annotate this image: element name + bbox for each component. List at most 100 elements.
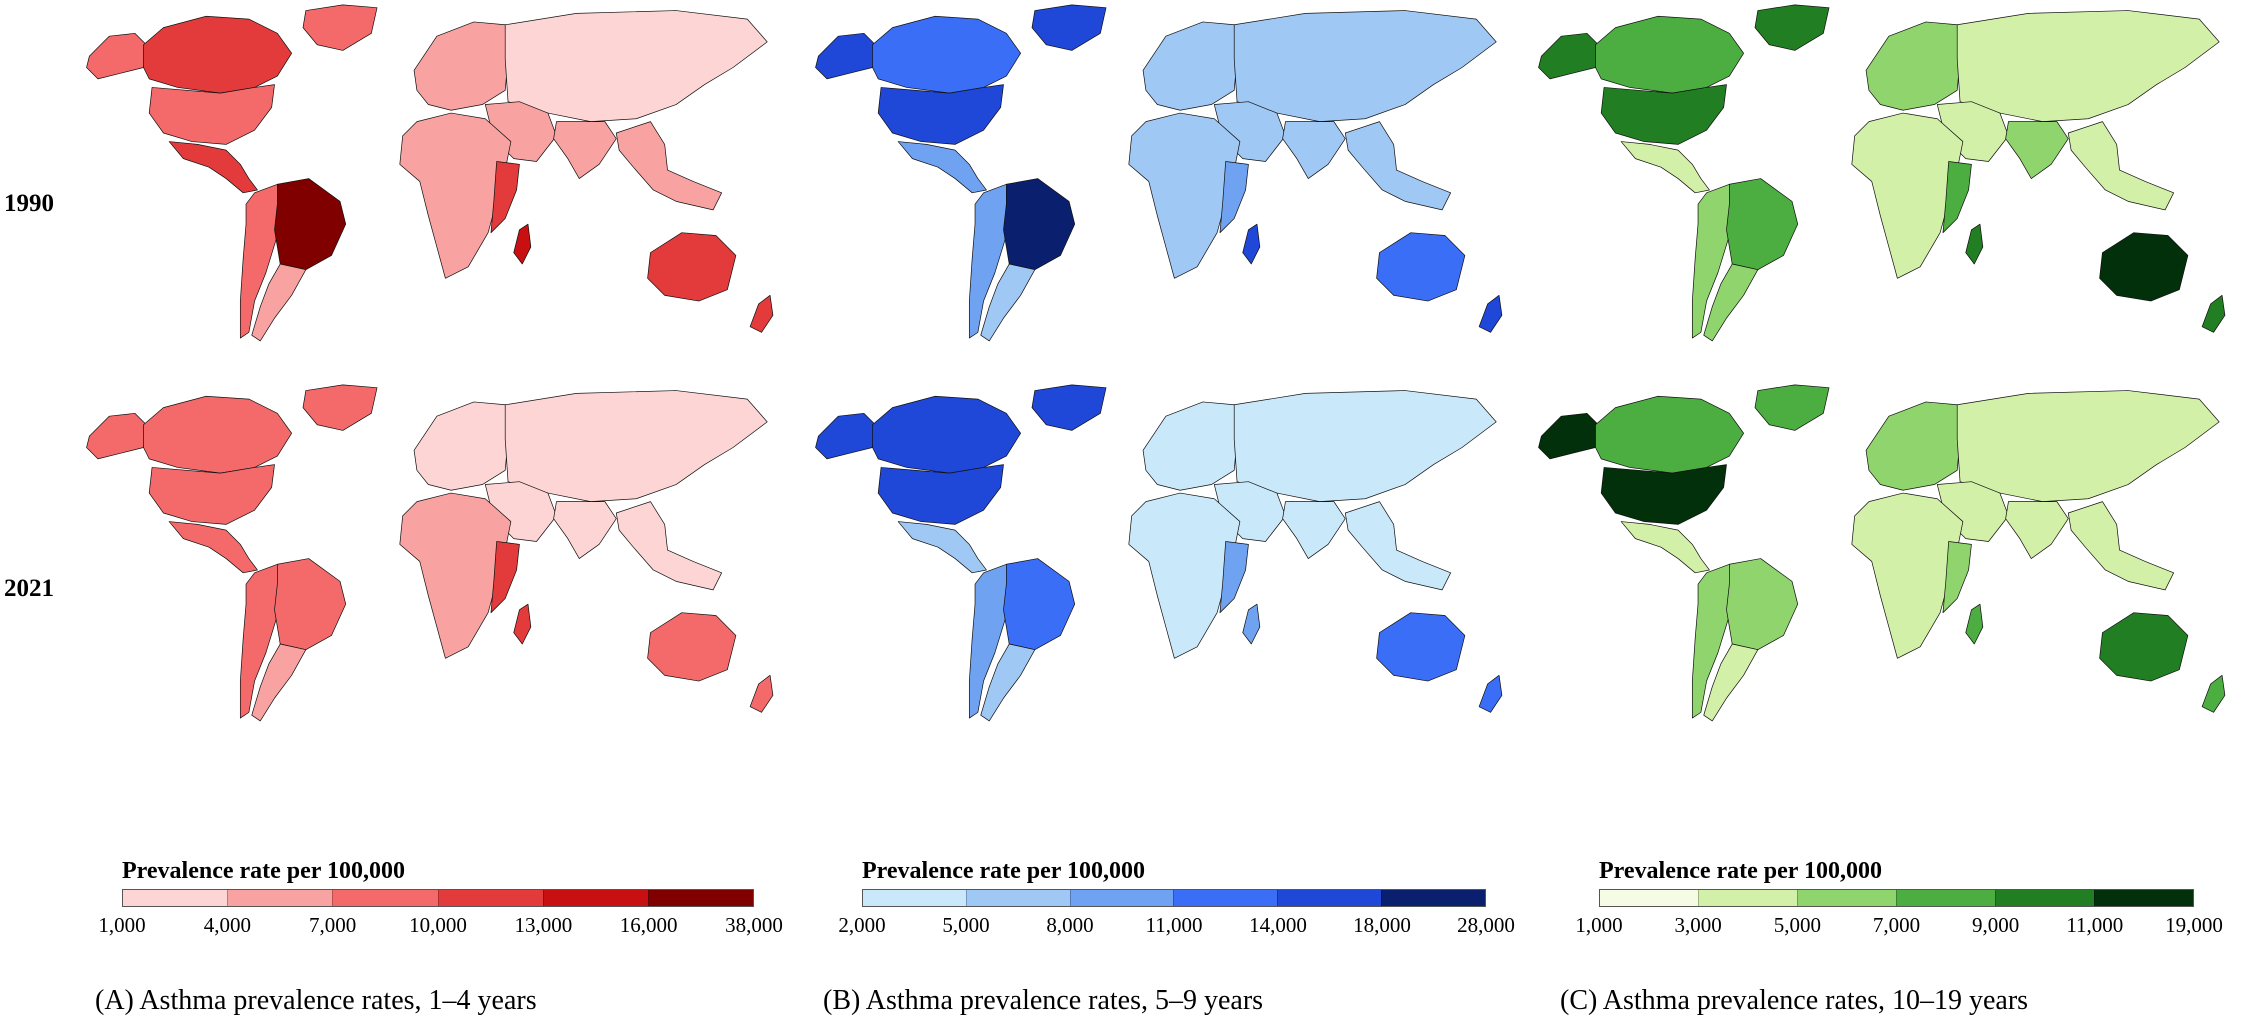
region-usa	[877, 84, 1004, 145]
region-europe	[1142, 401, 1238, 491]
legend-title: Prevalence rate per 100,000	[122, 858, 406, 884]
legend-swatch	[2094, 890, 2193, 906]
region-central-america	[1620, 521, 1710, 574]
legend-swatch	[542, 890, 648, 906]
region-south-asia	[1282, 121, 1346, 179]
region-usa	[877, 464, 1004, 525]
region-east-africa	[1942, 161, 1972, 234]
legend-swatch	[1381, 890, 1485, 906]
region-russia-asia	[1956, 390, 2220, 502]
region-east-africa	[490, 161, 520, 234]
caption-c: (C) Asthma prevalence rates, 10–19 years	[1560, 985, 2029, 1016]
choropleth-map-a-1990	[78, 2, 790, 358]
region-russia-asia	[1233, 390, 1497, 502]
legend-swatch	[1173, 890, 1278, 906]
legend-swatch	[965, 890, 1070, 906]
legend-tick-label: 1,000	[98, 913, 146, 937]
world-map-svg	[1538, 4, 2226, 342]
region-greenland	[1754, 384, 1830, 431]
world-map-svg	[815, 384, 1503, 722]
region-south-asia	[1282, 501, 1346, 559]
region-usa	[148, 84, 275, 145]
region-east-africa	[1942, 541, 1972, 614]
legend-tick-label: 8,000	[1046, 913, 1094, 937]
legend-swatch	[1277, 890, 1382, 906]
region-europe	[1865, 21, 1961, 111]
region-new-zealand	[749, 674, 774, 713]
region-australia	[2099, 612, 2189, 682]
region-central-america	[168, 521, 258, 574]
region-new-zealand	[2201, 294, 2226, 333]
region-southeast-asia	[1344, 501, 1452, 591]
choropleth-map-b-2021	[807, 382, 1519, 738]
legend-swatch	[1995, 890, 2094, 906]
legend-color-bar	[1599, 889, 2194, 907]
region-europe	[413, 401, 509, 491]
legend-color-bar	[122, 889, 754, 907]
legend-swatch	[1896, 890, 1995, 906]
legend-tick-label: 5,000	[1773, 913, 1821, 937]
region-north-america	[143, 15, 292, 94]
region-australia	[647, 232, 737, 302]
region-madagascar	[513, 603, 532, 645]
region-southeast-asia	[1344, 121, 1452, 211]
legend-title: Prevalence rate per 100,000	[1599, 858, 1883, 884]
region-russia-asia	[504, 10, 768, 122]
region-alaska	[86, 412, 147, 460]
region-alaska	[1538, 32, 1599, 80]
region-brazil	[274, 178, 347, 271]
region-africa	[1128, 492, 1241, 659]
region-south-asia	[2005, 501, 2069, 559]
legend-tick-label: 18,000	[1353, 913, 1411, 937]
region-central-america	[897, 141, 987, 194]
region-central-america	[1620, 141, 1710, 194]
region-africa	[1851, 492, 1964, 659]
region-south-cone	[980, 263, 1036, 342]
legend-tick-label: 1,000	[1575, 913, 1623, 937]
legend-tick-label: 7,000	[309, 913, 357, 937]
region-madagascar	[513, 223, 532, 265]
choropleth-map-c-1990	[1530, 2, 2242, 358]
legend-swatch	[332, 890, 438, 906]
legend-swatch	[863, 890, 966, 906]
region-africa	[399, 492, 512, 659]
region-greenland	[1754, 4, 1830, 51]
region-southeast-asia	[615, 121, 723, 211]
region-southeast-asia	[615, 501, 723, 591]
legend-title: Prevalence rate per 100,000	[862, 858, 1146, 884]
region-new-zealand	[1478, 674, 1503, 713]
region-australia	[1376, 232, 1466, 302]
region-australia	[647, 612, 737, 682]
region-africa	[399, 112, 512, 279]
region-russia-asia	[504, 390, 768, 502]
legend-swatch	[1069, 890, 1174, 906]
legend-a: Prevalence rate per 100,000 1,000 4,000 7,…	[98, 858, 783, 937]
caption-b: (B) Asthma prevalence rates, 5–9 years	[823, 985, 1264, 1016]
legend-tick-label: 14,000	[1249, 913, 1307, 937]
choropleth-map-c-2021	[1530, 382, 2242, 738]
legend-ticks: 1,000 4,000 7,000 10,000 13,000 16,000 38,000	[98, 907, 783, 937]
world-map-svg	[86, 4, 774, 342]
legend-tick-label: 4,000	[203, 913, 251, 937]
region-south-asia	[2005, 121, 2069, 179]
region-greenland	[1031, 4, 1107, 51]
choropleth-map-a-2021	[78, 382, 790, 738]
legend-tick-label: 11,000	[2066, 913, 2124, 937]
region-madagascar	[1242, 223, 1261, 265]
region-madagascar	[1965, 603, 1984, 645]
region-alaska	[815, 32, 876, 80]
legend-tick-label: 7,000	[1872, 913, 1921, 937]
legend-tick-label: 16,000	[619, 913, 678, 937]
region-alaska	[1538, 412, 1599, 460]
legend-swatch	[1600, 890, 1698, 906]
region-brazil	[274, 558, 347, 651]
region-north-america	[1595, 395, 1744, 474]
legend-tick-label: 28,000	[1457, 913, 1515, 937]
legend-tick-label: 13,000	[514, 913, 573, 937]
region-new-zealand	[1478, 294, 1503, 333]
region-brazil	[1003, 558, 1076, 651]
region-brazil	[1726, 558, 1799, 651]
world-map-svg	[86, 384, 774, 722]
region-south-cone	[980, 643, 1036, 722]
region-north-america	[872, 395, 1021, 474]
